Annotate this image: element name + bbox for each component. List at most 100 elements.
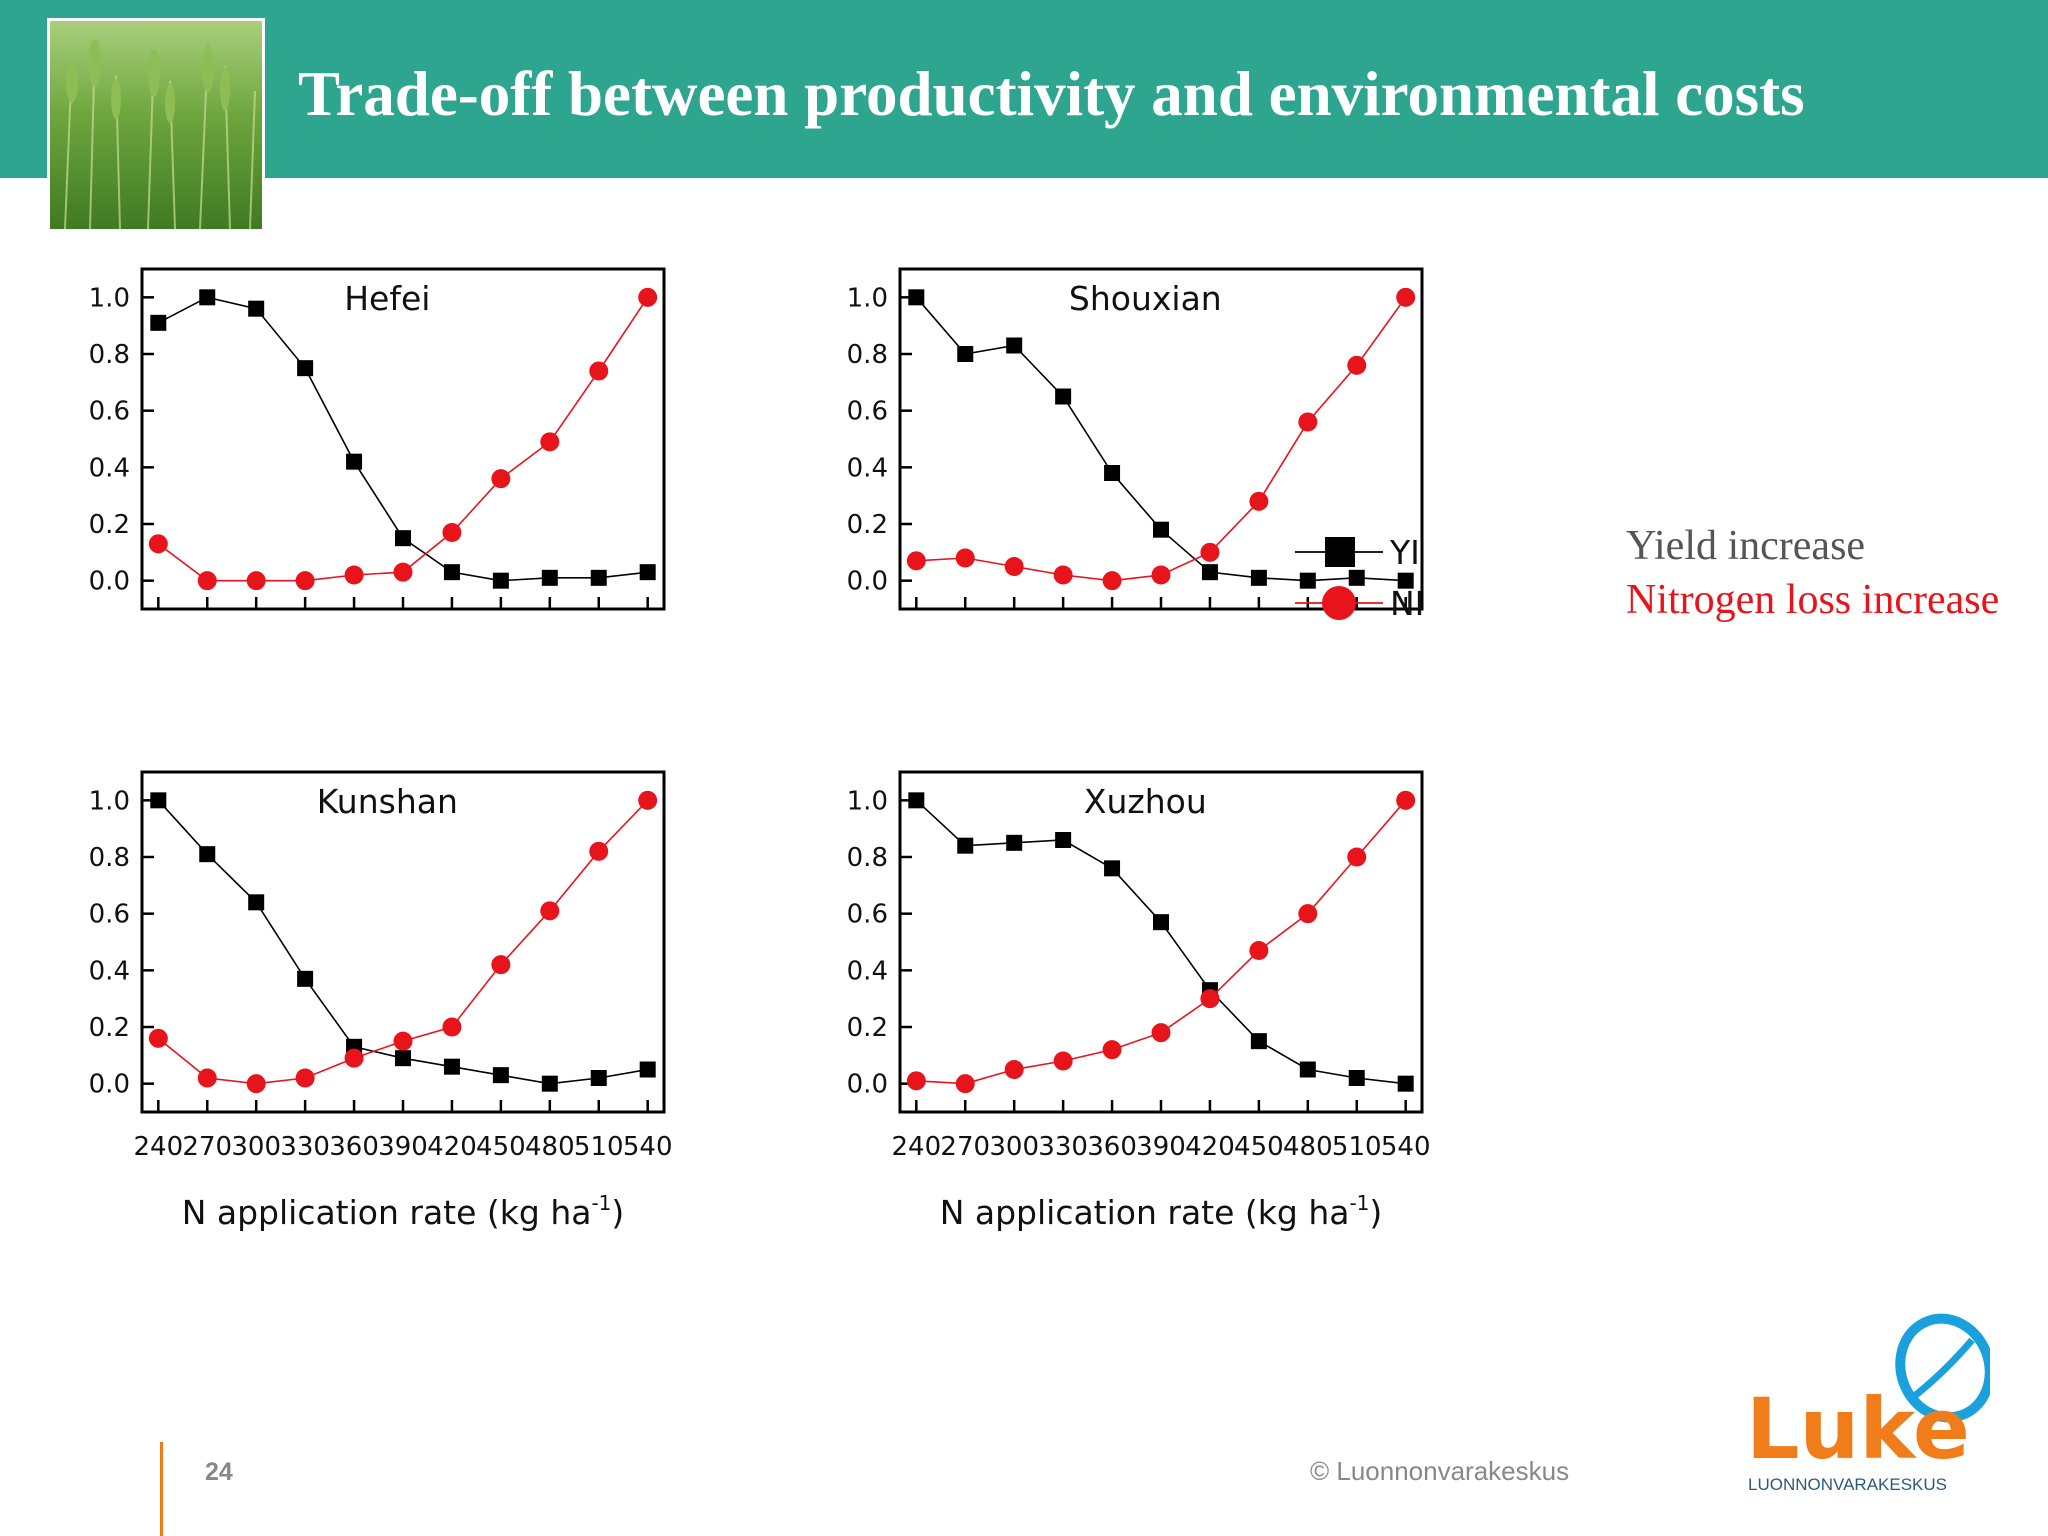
data-point-ni [442,1017,462,1037]
panel-title: Hefei [344,279,430,318]
data-point-yi [1397,1075,1414,1092]
x-tick-label: 450 [1234,1132,1284,1162]
data-point-ni [540,901,560,921]
data-point-yi [150,314,167,331]
x-tick-label: 510 [574,1132,624,1162]
legend-marker-yi [1325,537,1355,567]
y-tick-label: 0.2 [847,1013,888,1043]
data-point-ni [540,432,560,452]
x-axis-label-superscript: -1 [591,1191,611,1215]
x-axis-label-main: N application rate (kg ha [182,1193,592,1232]
data-point-ni [197,571,217,591]
data-point-ni [344,565,364,585]
data-point-yi [1348,1070,1365,1086]
data-point-ni [1151,565,1171,585]
x-tick-label: 480 [1283,1132,1333,1162]
y-tick-label: 0.2 [89,510,130,540]
y-tick-label: 0.2 [847,510,888,540]
y-tick-label: 0.8 [847,340,888,370]
data-point-yi [1348,569,1365,586]
data-point-ni [344,1048,364,1068]
y-tick-label: 0.0 [847,1070,888,1100]
data-point-yi [443,1058,460,1075]
data-point-yi [150,792,167,809]
data-point-yi [1153,914,1169,931]
data-point-ni [589,361,609,381]
data-point-yi [957,346,974,362]
y-tick-label: 0.8 [89,340,130,370]
panel-title: Shouxian [1069,279,1222,318]
x-tick-label: 240 [891,1132,941,1162]
data-point-yi [1250,569,1267,586]
data-point-ni [1004,557,1024,576]
x-axis-label-tail: ) [1369,1193,1382,1232]
y-tick-label: 0.4 [89,956,130,986]
y-tick-label: 0.0 [847,567,888,597]
footer-divider [160,1442,163,1536]
data-point-yi [1397,572,1414,589]
data-point-yi [639,564,656,581]
data-point-ni [1200,989,1220,1009]
wheat-field-photo [47,18,265,232]
y-tick-label: 0.6 [89,900,130,930]
data-point-yi [1006,337,1023,354]
chart-panel-shouxian: 0.0 0.2 0.4 0.6 0.8 1.0 Shouxian YI NI [847,267,1424,623]
data-point-yi [1104,465,1121,481]
x-axis-label: N application rate (kg ha-1) [940,1191,1383,1232]
data-point-yi [248,300,265,317]
logo-wordmark: Luke [1746,1380,1970,1478]
data-point-yi [1299,1061,1316,1078]
y-tick-label: 1.0 [89,283,130,313]
x-axis-label-superscript: -1 [1349,1191,1369,1215]
data-point-yi [590,569,607,586]
data-point-ni [1151,1023,1171,1043]
data-point-ni [906,1071,926,1091]
data-point-yi [1104,860,1121,877]
data-point-yi [492,572,509,589]
panel-title: Kunshan [317,782,458,821]
data-point-ni [1102,1040,1122,1060]
x-tick-label: 330 [1038,1132,1088,1162]
data-point-ni [1249,941,1269,960]
y-tick-label: 1.0 [89,786,130,816]
data-point-ni [246,571,266,591]
data-point-yi [1153,521,1169,538]
y-tick-label: 0.6 [89,397,130,427]
data-point-ni [906,551,926,571]
x-tick-label: 540 [1381,1132,1431,1162]
data-point-yi [297,360,314,377]
x-tick-label: 480 [525,1132,575,1162]
data-point-ni [1249,491,1269,511]
data-point-yi [199,289,216,306]
data-point-ni [1053,565,1073,585]
data-point-ni [1347,355,1367,375]
y-tick-label: 0.6 [847,900,888,930]
x-tick-label: 540 [623,1132,673,1162]
data-point-ni [197,1068,217,1088]
x-tick-label: 240 [133,1132,183,1162]
x-axis-label-tail: ) [611,1193,624,1232]
data-point-ni [442,523,462,542]
plot-frame [898,770,1424,1114]
data-point-yi [395,530,411,547]
leaf-outline [1895,1313,1990,1423]
data-point-yi [1201,564,1218,581]
data-point-yi [908,289,925,306]
data-point-ni [1200,542,1220,562]
legend-note-yield: Yield increase [1626,523,1866,569]
page-number: 24 [205,1458,233,1486]
legend-label-yi: YI [1389,533,1420,572]
data-point-yi [1299,572,1316,589]
data-point-ni [638,287,658,307]
copyright-notice: © Luonnonvarakeskus [1310,1456,1570,1486]
data-point-ni [491,955,511,975]
y-tick-label: 0.8 [847,843,888,873]
data-point-ni [1004,1060,1024,1079]
data-point-ni [295,571,315,591]
slide-title: Trade-off between productivity and envir… [298,59,1805,129]
header-bar [0,0,2048,178]
data-point-yi [639,1061,656,1078]
data-point-yi [492,1067,509,1084]
